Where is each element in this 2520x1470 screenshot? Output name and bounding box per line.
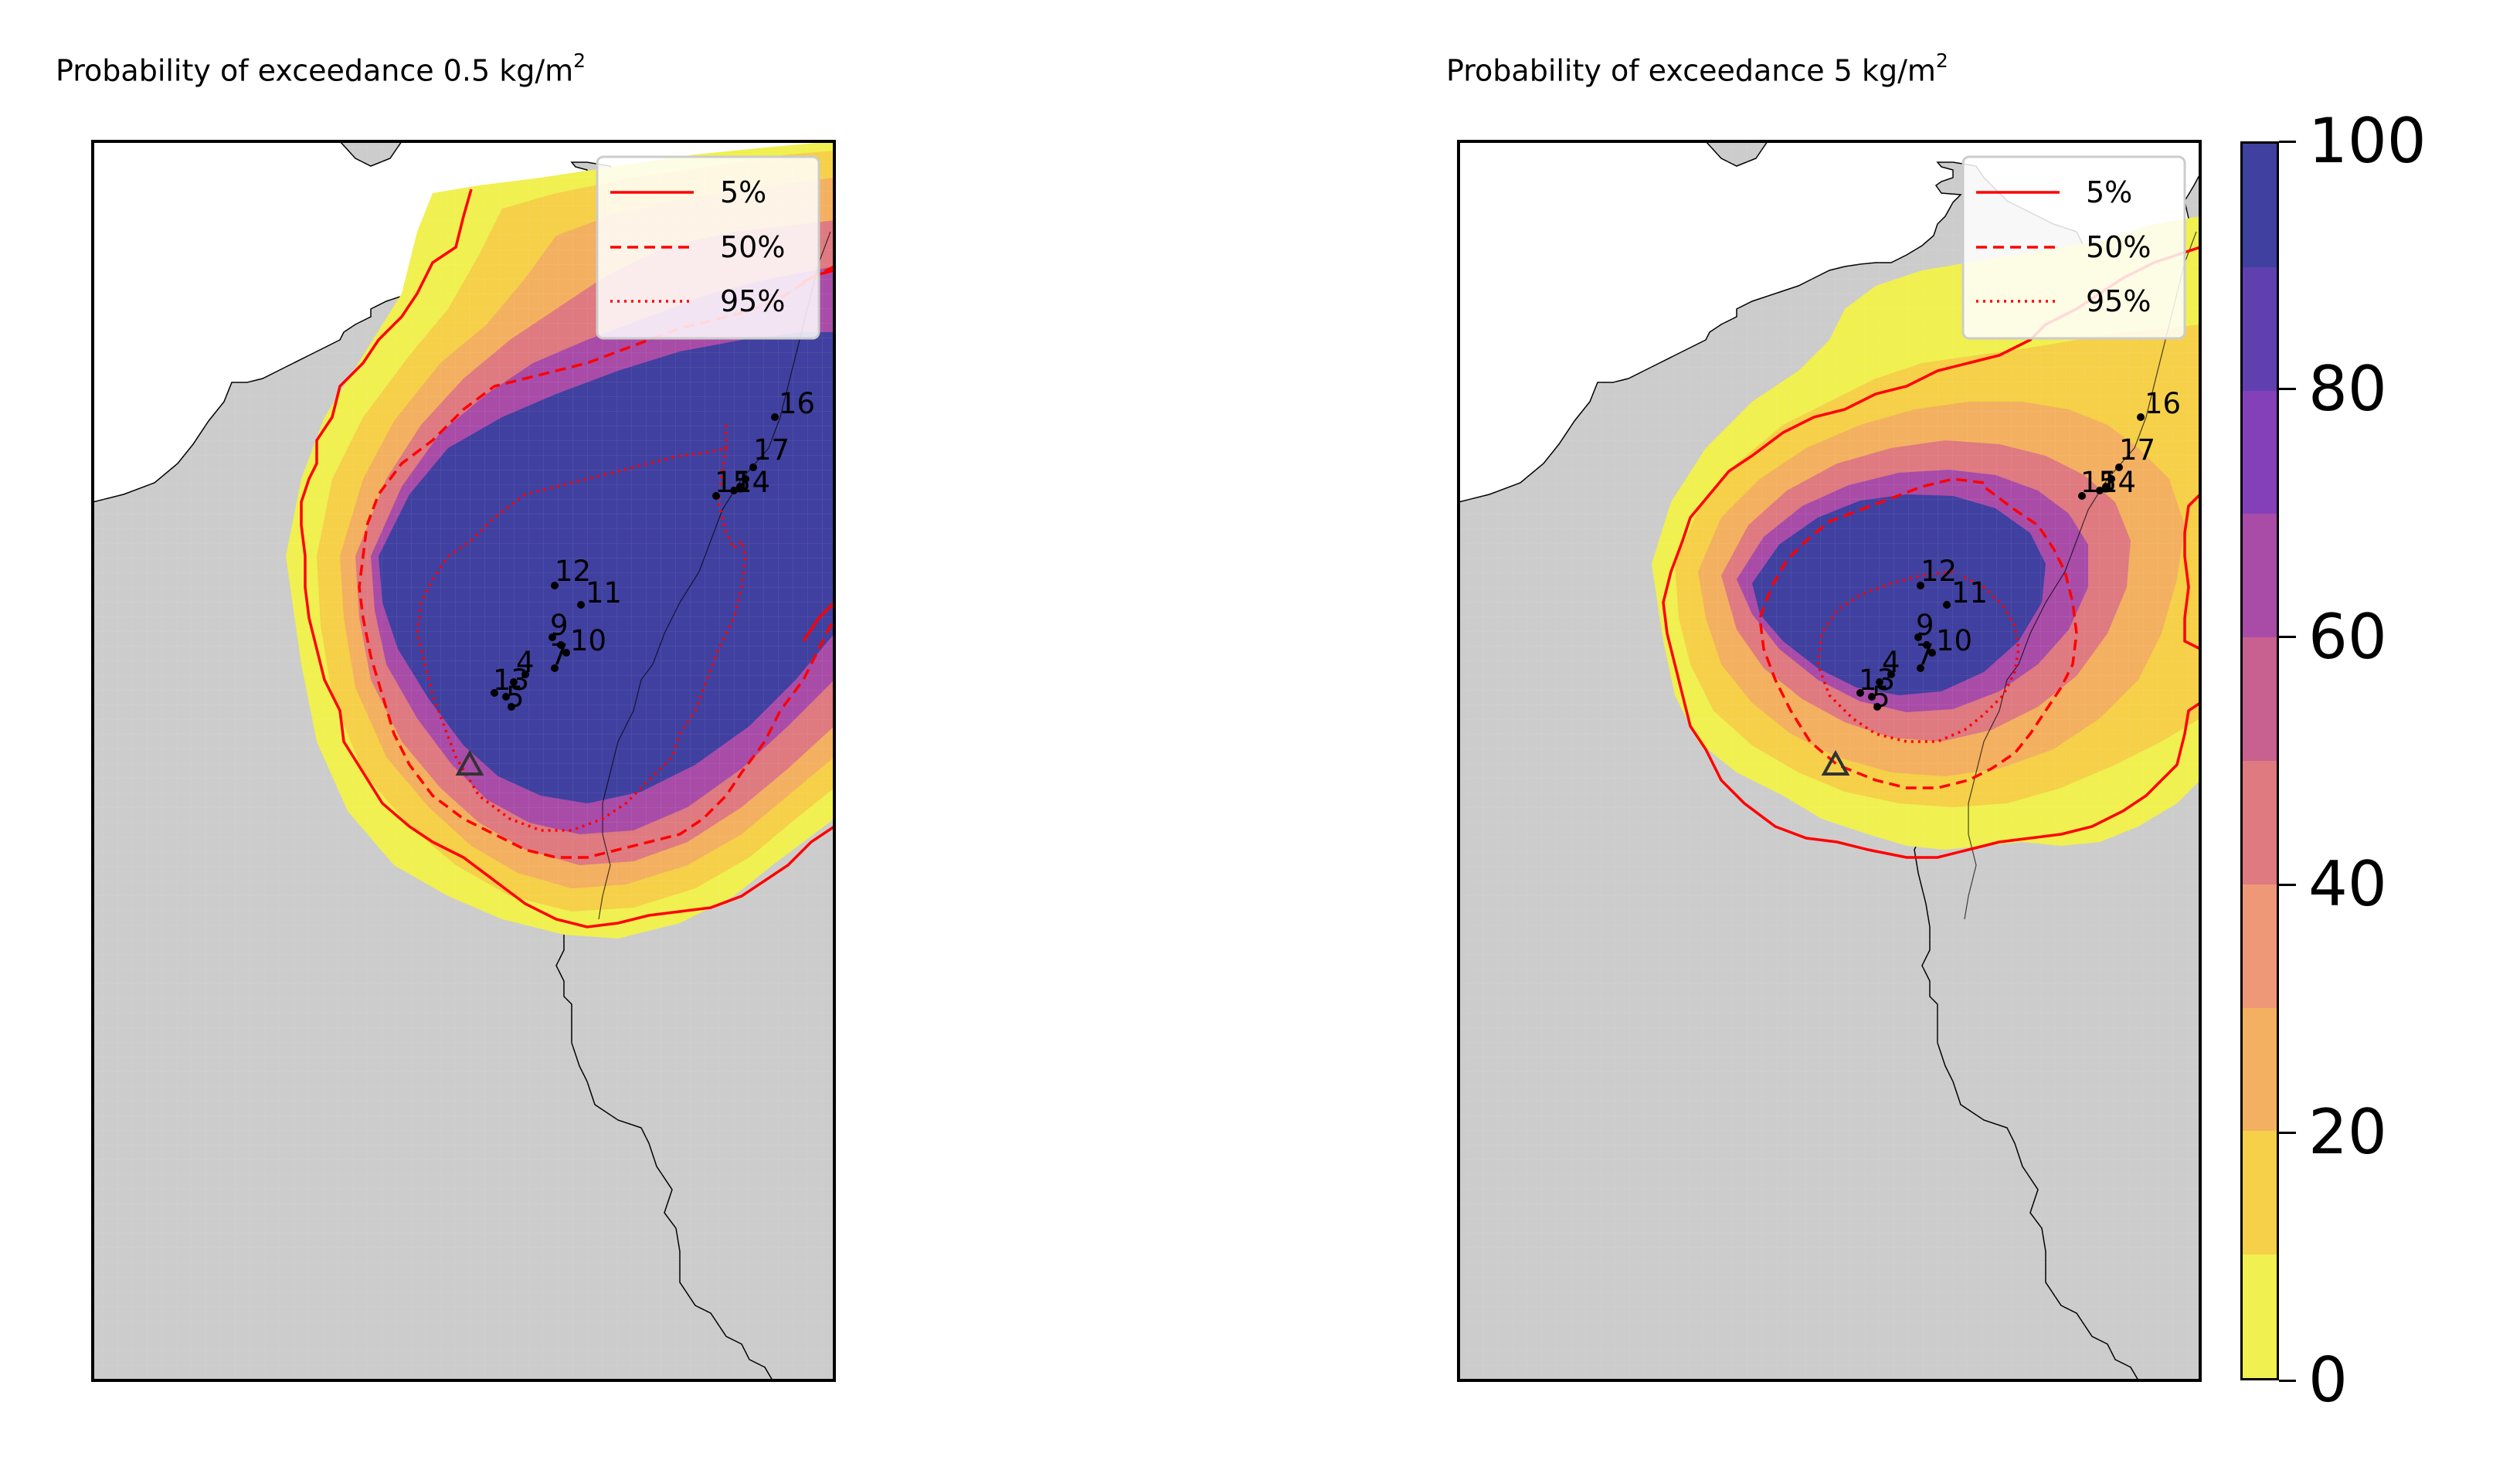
left-label-4: 4	[516, 646, 535, 679]
colorbar-segment	[2243, 1254, 2277, 1378]
colorbar-segment	[2243, 143, 2277, 267]
colorbar-tick-label: 20	[2308, 1096, 2387, 1169]
right-stations	[1856, 413, 2145, 711]
left-contour-5pct-b	[802, 601, 834, 642]
right-coast-line	[1964, 231, 2197, 920]
left-label-9: 9	[550, 609, 569, 642]
left-label-5: 5	[506, 681, 525, 714]
right-label-15: 15	[2080, 466, 2117, 499]
colorbar-segment	[2243, 1130, 2277, 1255]
left-label-11: 11	[586, 576, 622, 609]
right-map-frame	[1457, 140, 2202, 1382]
right-title-sup: 2	[1935, 49, 1948, 72]
colorbar	[2240, 141, 2279, 1380]
right-label-7: 7	[1916, 638, 1934, 671]
left-contour-95pct	[416, 425, 747, 832]
colorbar-tick-label: 60	[2308, 600, 2387, 673]
right-label-11: 11	[1951, 576, 1988, 609]
right-label-13: 13	[1859, 664, 1895, 697]
colorbar-tick-mark	[2279, 1131, 2296, 1134]
right-label-17: 17	[2119, 433, 2155, 467]
left-vent-marker	[455, 749, 484, 776]
left-legend-95: 95%	[720, 284, 785, 318]
right-legend-95: 95%	[2086, 284, 2151, 318]
colorbar-tick-label: 40	[2308, 848, 2387, 921]
colorbar-segment	[2243, 1007, 2277, 1132]
colorbar-tick-mark	[2279, 636, 2296, 639]
right-label-10: 10	[1936, 624, 1972, 657]
right-grid-overlay	[1459, 141, 2200, 1380]
left-map-panel	[93, 141, 834, 1380]
left-map-frame	[91, 140, 836, 1382]
right-contour-5pct-b	[2183, 493, 2200, 650]
right-contour-5pct	[1662, 246, 2200, 859]
left-legend: 5% 50% 95%	[596, 155, 820, 340]
left-label-7: 7	[550, 638, 569, 671]
right-label-12: 12	[1921, 555, 1957, 588]
left-label-17: 17	[753, 433, 790, 467]
right-contour-95pct	[1816, 570, 2020, 743]
left-coast-line	[598, 231, 831, 920]
left-contour-5pct	[300, 188, 834, 929]
right-contour-50pct	[1758, 477, 2078, 789]
right-label-16: 16	[2145, 387, 2181, 420]
left-stations	[491, 413, 779, 711]
left-legend-50: 50%	[720, 230, 785, 264]
right-legend-50: 50%	[2086, 230, 2151, 264]
colorbar-tick-label: 0	[2308, 1344, 2348, 1416]
left-station-labels: 16 17 15 14 12 11 9 10 7 4 13 5	[493, 387, 815, 714]
left-legend-5: 5%	[720, 175, 766, 209]
colorbar-segment	[2243, 637, 2277, 761]
right-label-9: 9	[1916, 609, 1934, 642]
left-grid-overlay	[93, 141, 834, 1380]
colorbar-tick-mark	[2279, 140, 2296, 143]
colorbar-tick-mark	[2279, 388, 2296, 391]
right-label-4: 4	[1882, 646, 1900, 679]
right-station-labels: 16 17 15 14 12 11 9 10 7 4 13 5	[1859, 387, 2181, 714]
colorbar-segment	[2243, 760, 2277, 884]
colorbar-segment	[2243, 390, 2277, 514]
right-label-14: 14	[2100, 466, 2136, 499]
left-title-text: Probability of exceedance 0.5 kg/m	[56, 53, 574, 88]
right-legend-5: 5%	[2086, 175, 2132, 209]
right-label-5: 5	[1872, 681, 1890, 714]
colorbar-tick-mark	[2279, 883, 2296, 886]
colorbar-segment	[2243, 513, 2277, 638]
left-label-16: 16	[779, 387, 815, 420]
colorbar-tick-label: 80	[2308, 352, 2387, 425]
right-vent-marker	[1821, 749, 1850, 776]
colorbar-segment	[2243, 267, 2277, 391]
right-title-text: Probability of exceedance 5 kg/m	[1446, 53, 1936, 88]
colorbar-segment	[2243, 884, 2277, 1008]
left-label-10: 10	[570, 624, 606, 657]
left-label-13: 13	[493, 664, 529, 697]
colorbar-tick-label: 100	[2308, 105, 2427, 177]
left-label-14: 14	[734, 466, 770, 499]
right-panel-title: Probability of exceedance 5 kg/m2	[1446, 49, 1948, 88]
right-map-panel	[1459, 141, 2200, 1380]
left-label-12: 12	[555, 555, 591, 588]
colorbar-tick-mark	[2279, 1379, 2296, 1382]
left-title-sup: 2	[573, 49, 586, 72]
right-legend: 5% 50% 95%	[1961, 155, 2186, 340]
left-panel-title: Probability of exceedance 0.5 kg/m2	[56, 49, 586, 88]
left-label-15: 15	[715, 466, 751, 499]
